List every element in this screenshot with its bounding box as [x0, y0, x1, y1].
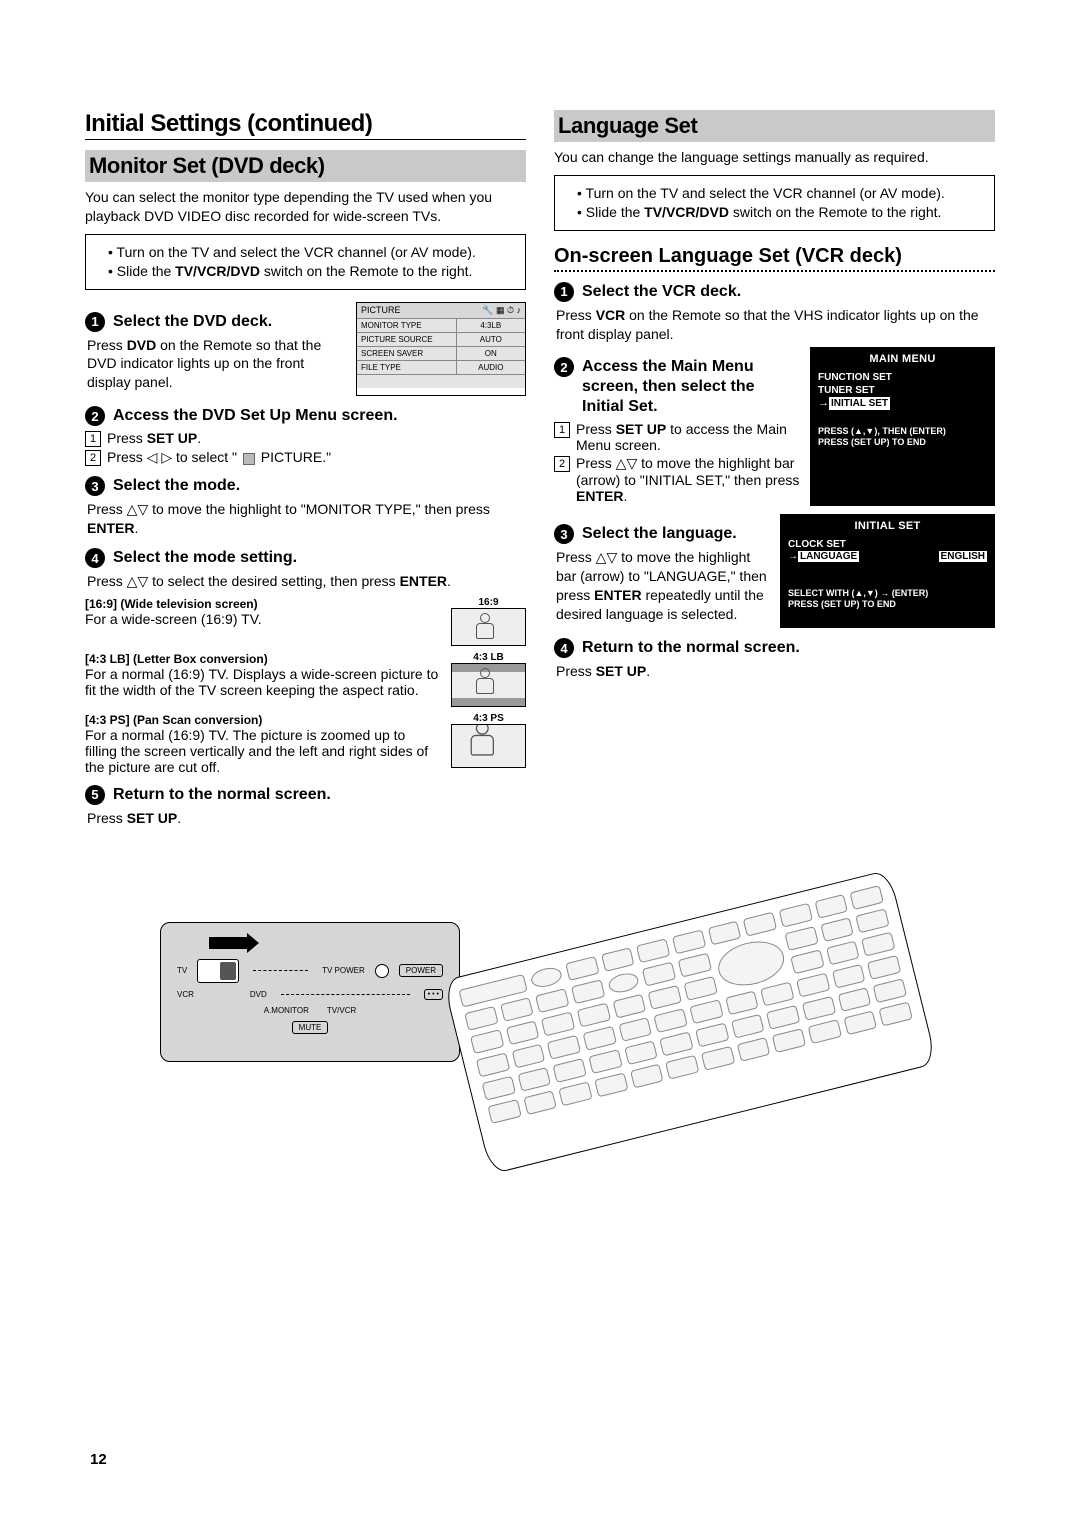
step-5: 5 Return to the normal screen.	[85, 785, 526, 805]
intro-text: You can change the language settings man…	[554, 148, 995, 167]
sub-header: On-screen Language Set (VCR deck)	[554, 245, 995, 272]
step-1: 1 Select the VCR deck.	[554, 282, 995, 302]
step-title: Return to the normal screen.	[582, 638, 800, 658]
remote-panel-detail: TV TV POWER POWER VCR DVD • • • A.MONITO…	[160, 922, 460, 1062]
substep: 1Press SET UP.	[85, 430, 526, 447]
arrow-icon	[209, 937, 249, 949]
step-number-icon: 3	[85, 476, 105, 496]
step-title: Access the DVD Set Up Menu screen.	[113, 406, 398, 426]
step-title: Select the mode.	[113, 476, 240, 496]
substep: 1Press SET UP to access the Main Menu sc…	[554, 421, 800, 453]
prep-box: Turn on the TV and select the VCR channe…	[85, 234, 526, 290]
step-title: Return to the normal screen.	[113, 785, 331, 805]
step-number-icon: 1	[554, 282, 574, 302]
step-body: Press △▽ to move the highlight to "MONIT…	[87, 500, 526, 538]
box-item: Turn on the TV and select the VCR channe…	[577, 184, 984, 203]
mode-169: [16:9] (Wide television screen) For a wi…	[85, 597, 526, 646]
step-number-icon: 4	[554, 638, 574, 658]
osd-picture-menu: PICTURE🔧 ▦ ⏱ ♪ MONITOR TYPE4:3LB PICTURE…	[356, 302, 526, 397]
osd-initial-set: INITIAL SET CLOCK SET →LANGUAGEENGLISH S…	[780, 514, 995, 628]
step-title: Select the DVD deck.	[113, 312, 272, 332]
osd-main-menu: MAIN MENU FUNCTION SET TUNER SET →INITIA…	[810, 347, 995, 506]
mode-43ps: [4:3 PS] (Pan Scan conversion) For a nor…	[85, 713, 526, 775]
remote-outline	[443, 869, 938, 1174]
picture-icon	[243, 453, 255, 465]
step-number-icon: 2	[554, 357, 574, 377]
step-3: 3 Select the mode.	[85, 476, 526, 496]
step-2: 2 Access the Main Menu screen, then sele…	[554, 357, 800, 417]
left-column: Initial Settings (continued) Monitor Set…	[85, 110, 526, 832]
step-body: Press SET UP.	[87, 809, 526, 828]
step-title: Access the Main Menu screen, then select…	[582, 357, 800, 417]
page-number: 12	[90, 1451, 107, 1468]
step-title: Select the mode setting.	[113, 548, 297, 568]
button-icon	[375, 964, 389, 978]
substep: 2Press △▽ to move the highlight bar (arr…	[554, 455, 800, 504]
step-body: Press △▽ to select the desired setting, …	[87, 572, 526, 591]
step-body: Press DVD on the Remote so that the DVD …	[87, 336, 346, 393]
section-title: Initial Settings (continued)	[85, 110, 526, 140]
remote-illustration: TV TV POWER POWER VCR DVD • • • A.MONITO…	[85, 892, 995, 1152]
box-item: Turn on the TV and select the VCR channe…	[108, 243, 515, 262]
mode-43lb: [4:3 LB] (Letter Box conversion) For a n…	[85, 652, 526, 707]
substep: 2Press ◁ ▷ to select " PICTURE."	[85, 449, 526, 466]
step-4: 4 Select the mode setting.	[85, 548, 526, 568]
step-body: Press VCR on the Remote so that the VHS …	[556, 306, 995, 344]
step-number-icon: 1	[85, 312, 105, 332]
step-4: 4 Return to the normal screen.	[554, 638, 995, 658]
step-body: Press △▽ to move the highlight bar (arro…	[556, 548, 770, 624]
prep-box: Turn on the TV and select the VCR channe…	[554, 175, 995, 231]
step-title: Select the language.	[582, 524, 737, 544]
intro-text: You can select the monitor type dependin…	[85, 188, 526, 226]
step-number-icon: 3	[554, 524, 574, 544]
section-header: Monitor Set (DVD deck)	[85, 150, 526, 182]
step-number-icon: 2	[85, 406, 105, 426]
switch-icon	[197, 959, 239, 983]
mute-button: MUTE	[292, 1021, 329, 1034]
step-number-icon: 5	[85, 785, 105, 805]
power-button: POWER	[399, 964, 443, 977]
step-title: Select the VCR deck.	[582, 282, 741, 302]
step-2: 2 Access the DVD Set Up Menu screen.	[85, 406, 526, 426]
step-body: Press SET UP.	[556, 662, 995, 681]
step-3: 3 Select the language.	[554, 524, 770, 544]
section-header: Language Set	[554, 110, 995, 142]
step-1: 1 Select the DVD deck.	[85, 312, 346, 332]
right-column: Language Set You can change the language…	[554, 110, 995, 832]
box-item: Slide the TV/VCR/DVD switch on the Remot…	[108, 262, 515, 281]
step-number-icon: 4	[85, 548, 105, 568]
box-item: Slide the TV/VCR/DVD switch on the Remot…	[577, 203, 984, 222]
